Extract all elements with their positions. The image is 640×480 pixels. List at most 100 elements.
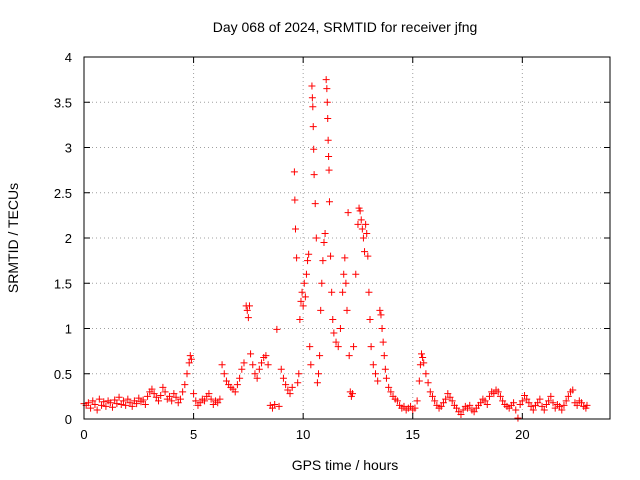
- data-point: [424, 379, 432, 387]
- data-point: [525, 399, 533, 407]
- data-point: [444, 390, 452, 398]
- data-point: [379, 338, 387, 346]
- data-point: [309, 123, 317, 131]
- data-point: [244, 314, 252, 322]
- data-point: [361, 248, 369, 256]
- data-point: [540, 406, 548, 414]
- data-point: [459, 406, 467, 414]
- data-point: [341, 254, 349, 262]
- data-point: [295, 370, 303, 378]
- data-point: [416, 361, 424, 369]
- data-point: [363, 229, 371, 237]
- data-point: [220, 370, 228, 378]
- data-point: [222, 377, 230, 385]
- data-point: [400, 402, 408, 410]
- x-tick-label: 10: [296, 427, 310, 442]
- data-point: [264, 361, 272, 369]
- data-point: [155, 397, 163, 405]
- chart-title: Day 068 of 2024, SRMTID for receiver jfn…: [213, 19, 478, 35]
- data-point: [124, 395, 132, 403]
- data-point: [323, 98, 331, 106]
- data-point: [299, 302, 307, 310]
- data-point: [365, 288, 373, 296]
- data-point: [324, 115, 332, 123]
- data-point: [393, 397, 401, 405]
- data-point: [306, 343, 314, 351]
- data-point: [216, 395, 224, 403]
- data-point: [273, 325, 281, 333]
- data-point: [320, 239, 328, 247]
- data-point: [98, 401, 106, 409]
- data-point: [369, 361, 377, 369]
- data-point: [133, 400, 141, 408]
- grid: [84, 57, 610, 419]
- data-point: [165, 392, 173, 400]
- data-point: [327, 252, 335, 260]
- data-point: [340, 270, 348, 278]
- data-point: [542, 401, 550, 409]
- y-tick-label: 0.5: [54, 367, 72, 382]
- data-point: [344, 209, 352, 217]
- data-point: [111, 396, 119, 404]
- x-tick-label: 20: [515, 427, 529, 442]
- y-tick-label: 3.5: [54, 95, 72, 110]
- y-axis-label: SRMTID / TECUs: [5, 183, 21, 293]
- data-point: [329, 315, 337, 323]
- data-point: [362, 220, 370, 228]
- data-point: [345, 352, 353, 360]
- data-point: [569, 386, 577, 394]
- data-point: [187, 355, 195, 363]
- data-points: [80, 76, 591, 422]
- y-tick-label: 3: [65, 141, 72, 156]
- data-point: [84, 399, 92, 407]
- data-point: [315, 370, 323, 378]
- data-point: [411, 404, 419, 412]
- y-tick-label: 2: [65, 231, 72, 246]
- data-point: [181, 381, 189, 389]
- data-point: [119, 397, 127, 405]
- data-point: [549, 399, 557, 407]
- data-point: [382, 374, 390, 382]
- data-point: [426, 388, 434, 396]
- data-point: [334, 343, 342, 351]
- data-point: [359, 234, 367, 242]
- data-point: [150, 390, 158, 398]
- data-point: [291, 225, 299, 233]
- data-point: [152, 393, 160, 401]
- data-point: [431, 397, 439, 405]
- data-point: [367, 343, 375, 351]
- data-point: [247, 350, 255, 358]
- data-point: [161, 388, 169, 396]
- data-point: [422, 370, 430, 378]
- data-point: [100, 398, 108, 406]
- data-point: [437, 402, 445, 410]
- data-point: [470, 408, 478, 416]
- data-point: [192, 397, 200, 405]
- data-point: [336, 325, 344, 332]
- data-point: [253, 374, 261, 382]
- data-point: [282, 381, 290, 389]
- x-tick-label: 5: [190, 427, 197, 442]
- data-point: [307, 361, 315, 369]
- data-point: [144, 392, 152, 400]
- data-point: [249, 361, 257, 369]
- data-point: [87, 404, 95, 412]
- data-point: [321, 229, 329, 237]
- data-point: [560, 401, 568, 409]
- data-point: [485, 392, 493, 400]
- data-point: [512, 406, 520, 414]
- y-axis-ticks: 0 0.5 1 1.5 2 2.5 3 3.5 4: [54, 50, 610, 427]
- data-point: [448, 397, 456, 405]
- data-point: [407, 402, 415, 410]
- data-point: [573, 401, 581, 409]
- data-point: [413, 397, 421, 405]
- data-point: [316, 352, 324, 360]
- data-point: [364, 252, 372, 260]
- data-point: [547, 392, 555, 400]
- data-point: [415, 377, 423, 385]
- data-point: [527, 402, 535, 410]
- data-point: [172, 393, 180, 401]
- data-point: [446, 393, 454, 401]
- y-tick-label: 0: [65, 412, 72, 427]
- data-point: [483, 401, 491, 409]
